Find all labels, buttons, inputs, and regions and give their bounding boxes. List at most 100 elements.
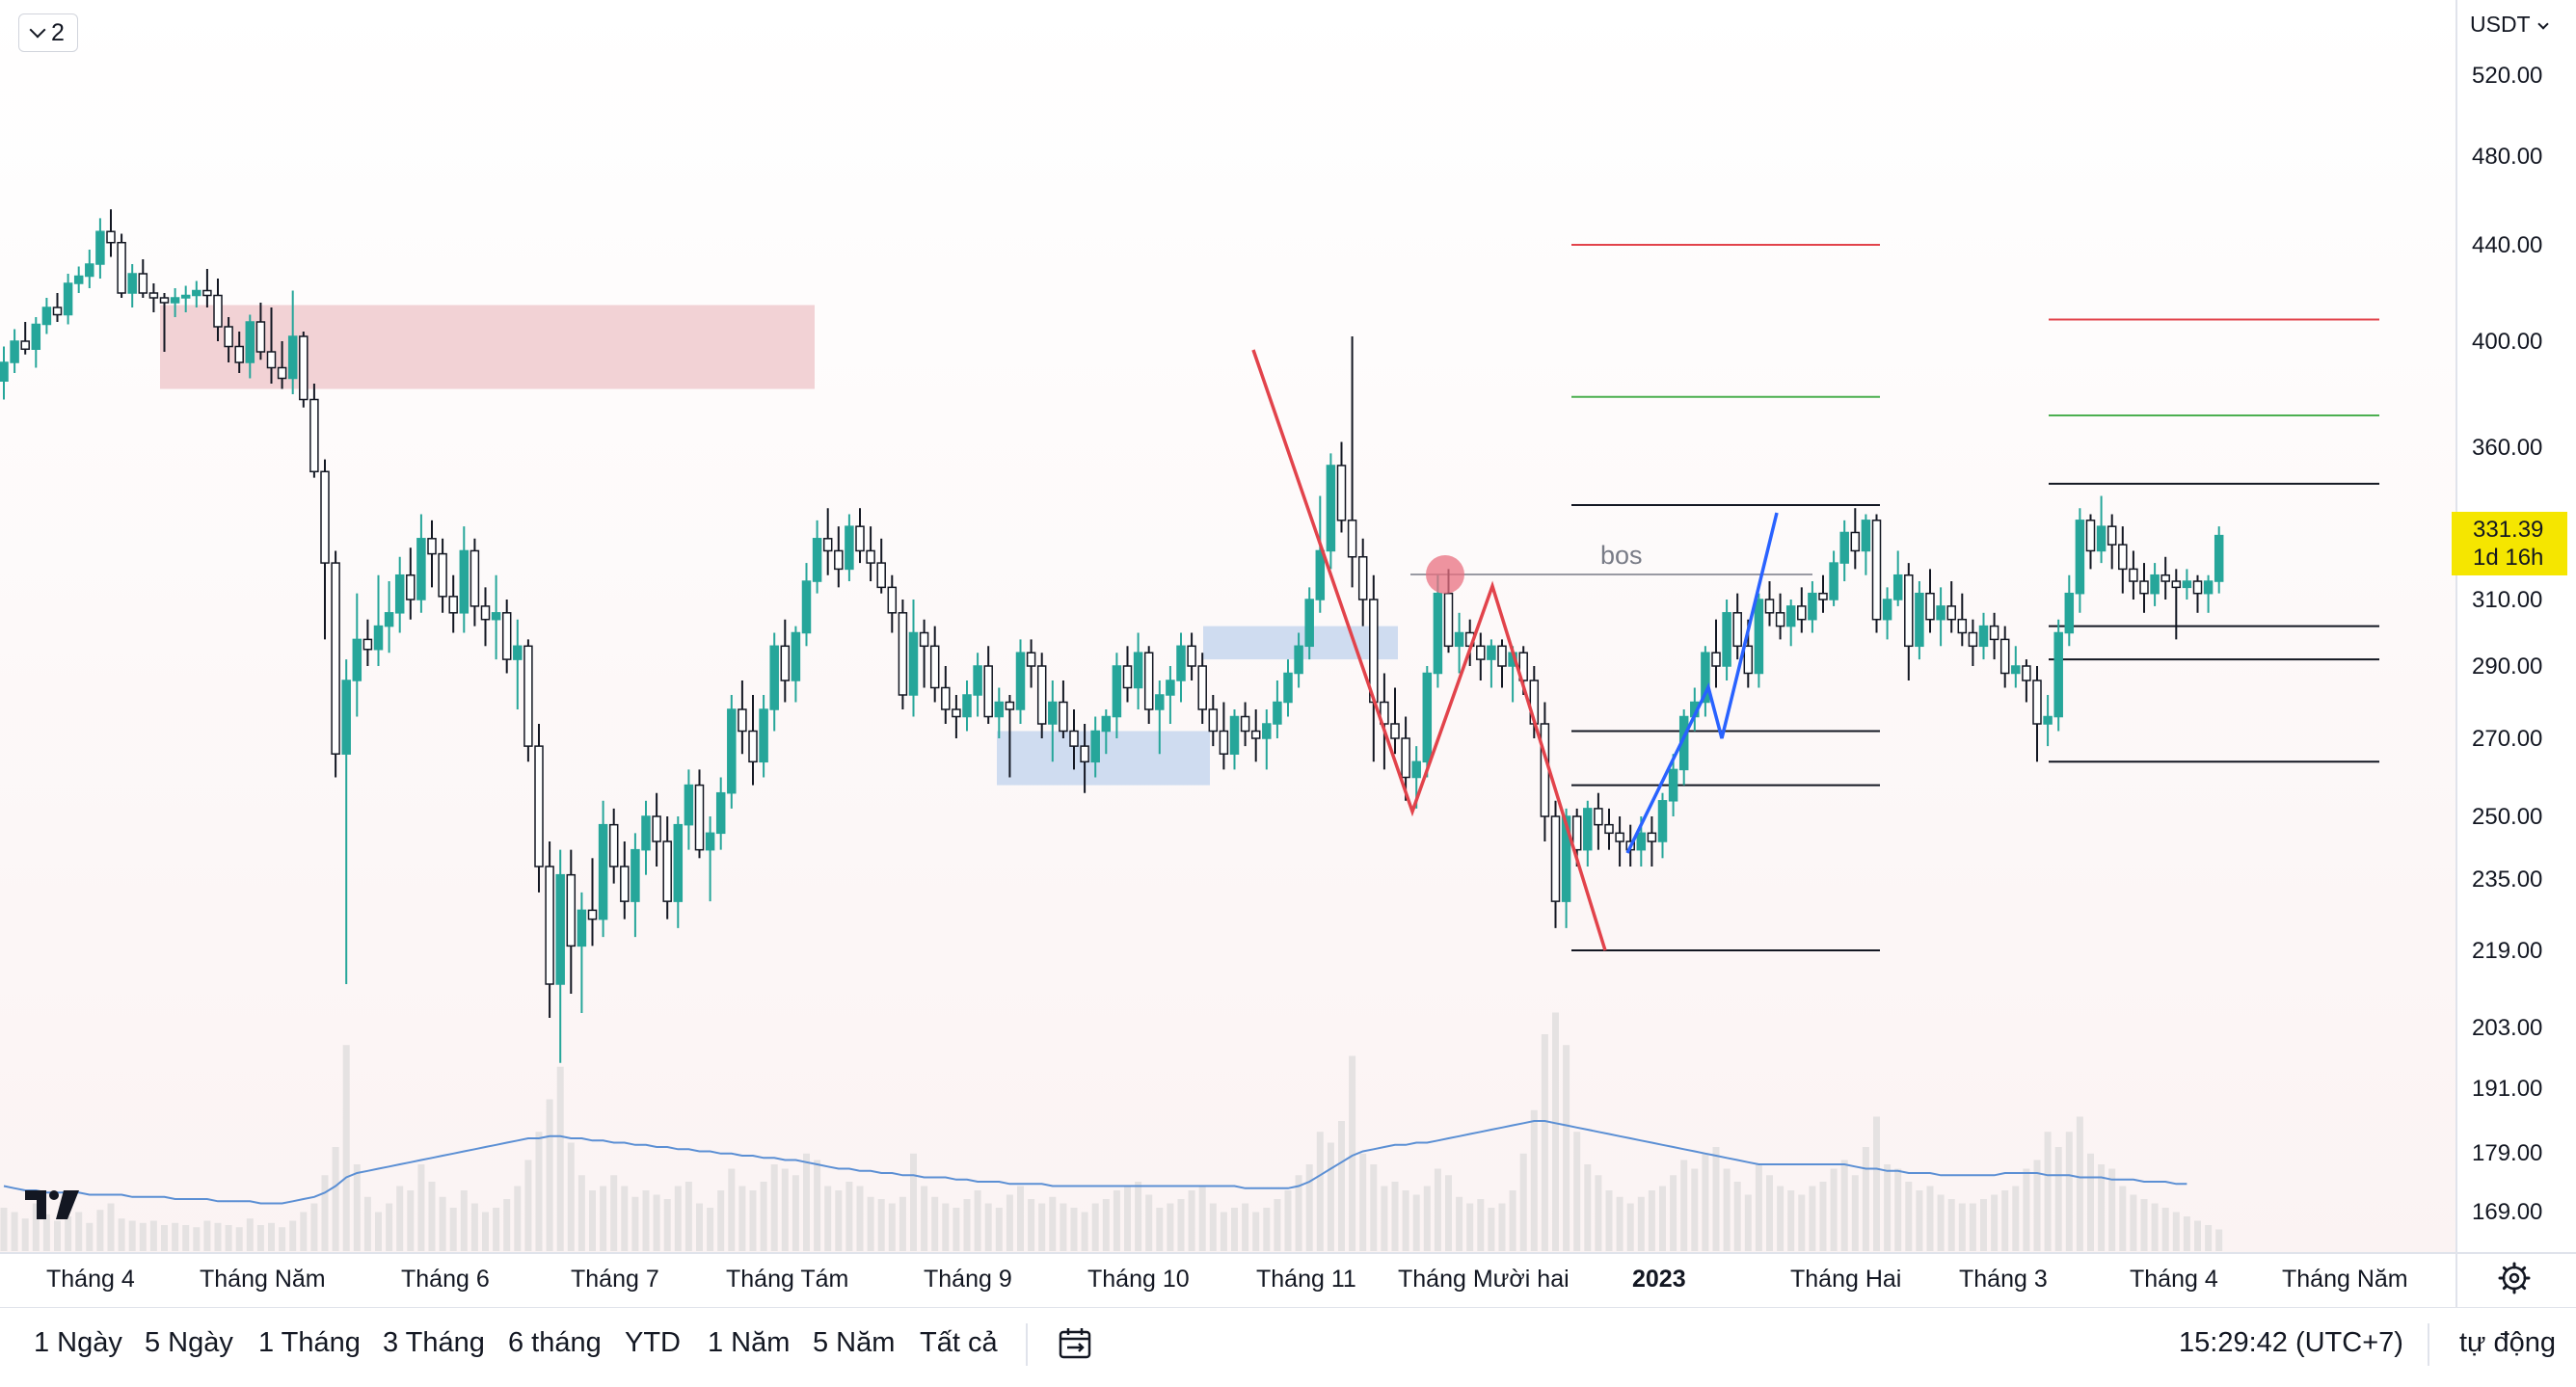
volume-bar (11, 1212, 18, 1251)
candle-body (1785, 605, 1796, 627)
candle-body (705, 832, 715, 851)
volume-bar (1884, 1164, 1892, 1251)
volume-bar (2130, 1194, 2137, 1251)
time-axis[interactable]: Tháng 4 Tháng Năm Tháng 6 Tháng 7 Tháng Tám T… (46, 1266, 2408, 1293)
volume-bar (1188, 1190, 1195, 1251)
currency-selector[interactable]: USDT (2470, 12, 2549, 38)
candle-body (384, 612, 394, 627)
volume-bar (1049, 1196, 1057, 1251)
candle-body (608, 823, 619, 867)
candle-body (662, 840, 672, 902)
volume-bar (845, 1182, 853, 1251)
range-button-ytd[interactable]: YTD (625, 1327, 681, 1358)
candle-body (1048, 701, 1058, 725)
volume-bar (1680, 1160, 1688, 1251)
candle-body (1122, 665, 1133, 689)
candle-body (1497, 645, 1507, 667)
candle-body (812, 538, 822, 582)
volume-bar (1541, 1034, 1548, 1251)
volume-bar (610, 1175, 618, 1251)
range-button-5y[interactable]: 5 Năm (813, 1327, 896, 1358)
price-tick-label: 191.00 (2472, 1076, 2542, 1102)
date-range-icon[interactable] (1059, 1327, 1093, 1365)
candle-body (180, 294, 191, 299)
candle-body (1433, 592, 1443, 675)
volume-bar (1937, 1194, 1945, 1251)
candle-body (1155, 694, 1165, 710)
volume-bar (867, 1196, 874, 1251)
range-button-6m[interactable]: 6 tháng (508, 1327, 602, 1358)
volume-bar (1220, 1212, 1227, 1251)
candle-body (2096, 525, 2106, 552)
volume-bar (1702, 1153, 1709, 1251)
candle-body (620, 866, 630, 902)
volume-bar (1563, 1045, 1570, 1251)
volume-bar (1766, 1175, 1773, 1251)
candle-body (834, 549, 844, 571)
candle-body (1850, 531, 1861, 552)
candle-body (962, 694, 972, 718)
time-tick-label: Tháng 7 (571, 1266, 659, 1293)
candle-body (159, 297, 170, 304)
volume-bar (2161, 1208, 2169, 1251)
candle-body (694, 784, 705, 851)
volume-bar (417, 1164, 425, 1251)
candle-body (0, 361, 9, 382)
volume-bar (1605, 1190, 1613, 1251)
volume-bar (1124, 1186, 1131, 1251)
price-axis[interactable]: 520.00 480.00 440.00 400.00 360.00 310.00 290.… (2472, 63, 2542, 1225)
volume-bar (182, 1225, 190, 1251)
range-button-1d[interactable]: 1 Ngày (34, 1327, 122, 1358)
candle-body (1454, 631, 1464, 648)
volume-bar (749, 1190, 757, 1251)
range-button-3m[interactable]: 3 Tháng (383, 1327, 485, 1358)
time-tick-label: Tháng 4 (46, 1266, 135, 1293)
volume-bar (139, 1222, 147, 1251)
candle-body (1561, 815, 1571, 902)
candle-body (983, 665, 993, 718)
candle-body (1936, 605, 1945, 621)
range-button-all[interactable]: Tất cả (920, 1327, 998, 1358)
auto-scale-toggle[interactable]: tự động (2459, 1327, 2557, 1358)
volume-bar (1712, 1147, 1720, 1251)
tradingview-logo-icon (25, 1190, 79, 1219)
candle-body (1743, 645, 1754, 675)
candle-body (1250, 730, 1261, 739)
series-toggle-button[interactable]: 2 (18, 13, 78, 52)
last-price-countdown: 1d 16h (2473, 545, 2544, 571)
volume-bar (684, 1182, 692, 1251)
candle-body (1871, 520, 1882, 621)
volume-bar (1519, 1153, 1527, 1251)
last-price-value: 331.39 (2473, 517, 2544, 543)
settings-gear-icon[interactable] (2498, 1262, 2531, 1294)
candle-body (1476, 645, 1486, 660)
volume-bar (1670, 1175, 1677, 1251)
volume-bar (86, 1222, 94, 1251)
marker-circle (1426, 555, 1464, 594)
volume-bar (899, 1196, 906, 1251)
volume-bar (2033, 1160, 2041, 1251)
candle-body (1518, 652, 1528, 681)
candle-body (1829, 562, 1838, 600)
volume-bar (1263, 1208, 1271, 1251)
volume-bar (2108, 1168, 2116, 1251)
candle-body (1090, 730, 1100, 763)
price-tick-label: 480.00 (2472, 144, 2542, 170)
range-button-1m[interactable]: 1 Tháng (258, 1327, 361, 1358)
candle-body (309, 398, 319, 473)
range-button-1y[interactable]: 1 Năm (708, 1327, 791, 1358)
volume-bar (32, 1203, 40, 1251)
tradingview-logo[interactable] (25, 1188, 83, 1226)
volume-bar (493, 1208, 500, 1251)
candle-body (1550, 815, 1561, 902)
candle-body (855, 525, 865, 552)
candle-body (1229, 715, 1240, 755)
candle-body (427, 538, 437, 555)
range-button-5d[interactable]: 5 Ngày (145, 1327, 233, 1358)
clock-timezone[interactable]: 15:29:42 (UTC+7) (2179, 1327, 2403, 1358)
volume-bar (1777, 1186, 1784, 1251)
time-tick-label: Tháng Mười hai (1398, 1266, 1570, 1293)
price-tick-label: 360.00 (2472, 435, 2542, 461)
